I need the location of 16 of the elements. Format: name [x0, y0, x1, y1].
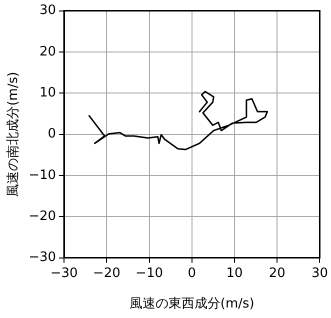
y-tick-label: 0 — [48, 126, 56, 142]
x-tick-label: 20 — [268, 266, 286, 281]
y-axis-title: 風速の南北成分(m/s) — [6, 72, 22, 197]
y-tick-label: 20 — [39, 44, 56, 60]
y-tick-label: −30 — [28, 250, 56, 266]
y-tick-label: 10 — [39, 86, 56, 101]
x-tick-label: 30 — [311, 266, 328, 281]
x-axis-title: 風速の東西成分(m/s) — [129, 296, 254, 312]
y-tick-label: −20 — [28, 209, 56, 224]
x-tick-label: −10 — [136, 266, 163, 281]
x-tick-label: 0 — [188, 266, 196, 281]
y-tick-label: 30 — [39, 3, 56, 18]
x-tick-label: −30 — [50, 266, 78, 281]
x-tick-label: −20 — [92, 266, 120, 281]
x-tick-label: 10 — [226, 266, 243, 281]
y-tick-label: −10 — [28, 168, 56, 183]
